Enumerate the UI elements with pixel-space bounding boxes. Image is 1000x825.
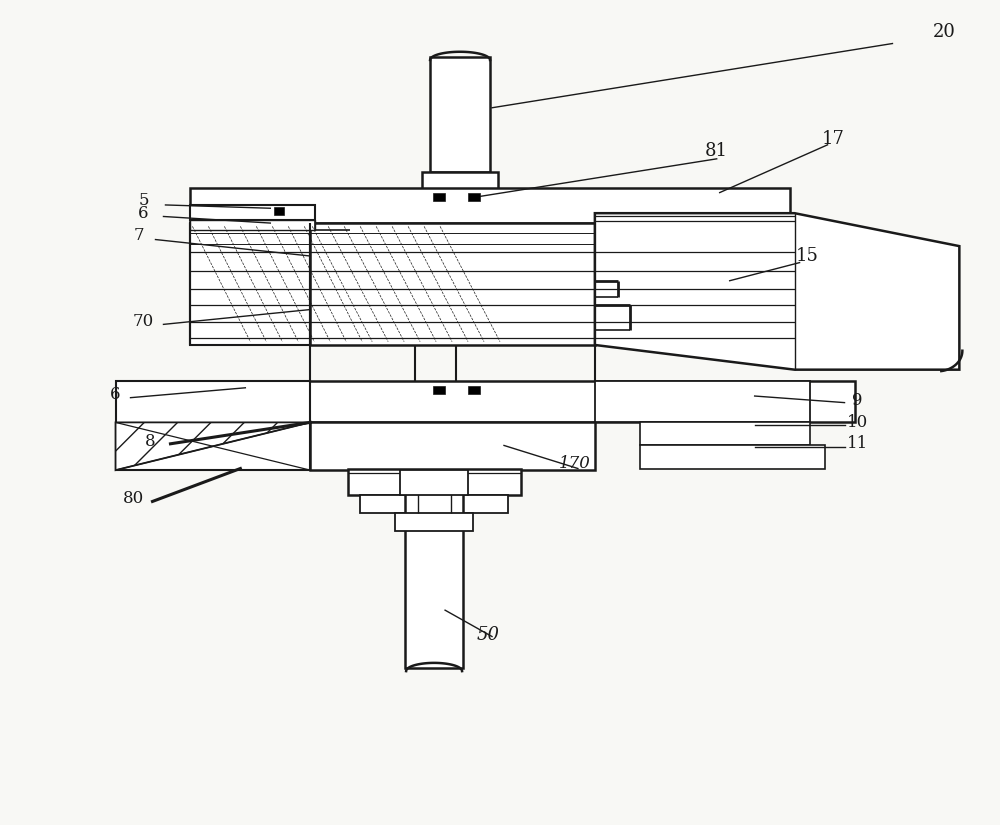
Bar [116, 381, 310, 470]
Bar [348, 469, 521, 495]
Bar [190, 219, 315, 229]
Text: 20: 20 [933, 23, 956, 41]
Polygon shape [468, 386, 480, 394]
Text: 5: 5 [138, 191, 149, 209]
Text: 81: 81 [705, 143, 728, 160]
Bar [400, 470, 468, 495]
Polygon shape [433, 386, 445, 394]
Text: 8: 8 [145, 433, 156, 450]
Bar [312, 224, 593, 343]
Bar [430, 57, 490, 172]
Bar [597, 383, 808, 421]
Bar [310, 422, 595, 470]
Bar [192, 224, 308, 343]
Bar [640, 422, 810, 446]
Bar [360, 495, 508, 513]
Bar [190, 188, 790, 223]
Text: 11: 11 [847, 436, 868, 452]
Bar [190, 205, 315, 219]
Bar [310, 223, 595, 345]
Text: 17: 17 [822, 130, 845, 148]
Bar [595, 381, 810, 422]
Bar [422, 172, 498, 190]
Bar [312, 424, 593, 469]
Bar [395, 513, 473, 531]
Bar [405, 487, 463, 667]
Text: 80: 80 [123, 491, 144, 507]
Text: 70: 70 [133, 314, 154, 330]
Bar [640, 446, 825, 469]
Bar [118, 383, 853, 421]
Text: 15: 15 [796, 247, 819, 265]
Text: 9: 9 [852, 392, 863, 408]
Text: 6: 6 [138, 205, 149, 222]
Polygon shape [116, 422, 310, 470]
Bar [118, 383, 308, 469]
Polygon shape [274, 206, 284, 214]
Text: 7: 7 [133, 227, 144, 244]
Text: 10: 10 [847, 414, 868, 431]
Bar [116, 381, 855, 422]
Text: 170: 170 [559, 455, 591, 472]
Bar [192, 190, 788, 221]
Polygon shape [595, 213, 959, 370]
Polygon shape [468, 192, 480, 200]
Polygon shape [433, 192, 445, 200]
Text: 6: 6 [110, 386, 121, 403]
Text: 50: 50 [477, 626, 500, 644]
Bar [190, 223, 310, 345]
